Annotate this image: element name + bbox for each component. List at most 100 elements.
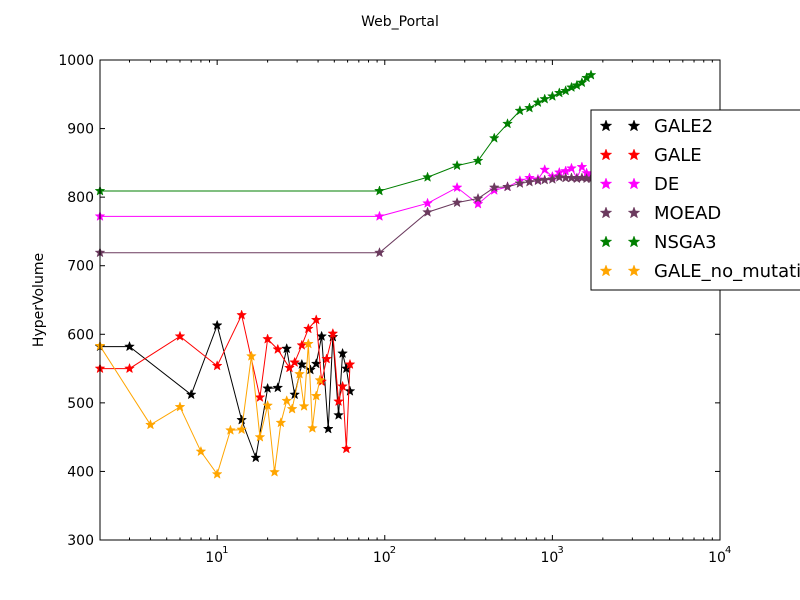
data-point — [374, 246, 385, 258]
data-point — [174, 330, 186, 341]
data-point — [553, 171, 565, 182]
data-point — [488, 181, 500, 193]
data-point — [585, 69, 597, 80]
data-point — [374, 185, 385, 196]
data-point — [310, 390, 322, 401]
data-point — [289, 356, 301, 368]
data-point — [451, 159, 463, 171]
legend-label: DE — [654, 174, 679, 195]
data-point — [546, 90, 558, 101]
data-point — [422, 206, 433, 217]
y-axis-label: HyperVolume — [31, 253, 47, 347]
legend-marker — [599, 264, 613, 277]
y-tick-label: 500 — [67, 396, 94, 412]
legend-marker — [627, 148, 641, 161]
y-tick-label: 800 — [67, 190, 94, 206]
legend-marker — [627, 206, 641, 219]
data-point — [262, 333, 274, 344]
data-point — [514, 177, 526, 189]
x-tick-exponent: 3 — [557, 545, 563, 556]
data-point — [514, 105, 526, 116]
data-point — [340, 443, 352, 454]
data-point — [281, 395, 293, 406]
data-point — [284, 362, 295, 373]
x-tick-label: 10 — [205, 550, 223, 566]
plot-frame — [99, 59, 721, 541]
legend-marker — [627, 177, 641, 190]
legend-marker — [627, 119, 641, 132]
data-point — [236, 414, 248, 425]
data-point — [174, 401, 186, 412]
series-4 — [94, 69, 597, 196]
x-tick-label: 10 — [708, 550, 726, 566]
series-5 — [94, 338, 326, 479]
y-tick-label: 600 — [67, 327, 94, 343]
data-point — [344, 358, 356, 370]
data-point — [566, 162, 577, 173]
data-point — [211, 319, 223, 330]
data-point — [236, 309, 248, 320]
data-point — [211, 468, 223, 479]
data-point — [566, 172, 577, 183]
data-point — [539, 163, 551, 175]
y-tick-label: 300 — [67, 533, 94, 549]
data-point — [298, 400, 310, 411]
data-point — [546, 173, 558, 184]
data-point — [333, 409, 344, 420]
data-point — [322, 423, 334, 434]
data-point — [314, 374, 326, 385]
data-point — [451, 181, 463, 193]
data-point — [576, 76, 588, 88]
data-point — [576, 161, 588, 172]
data-point — [195, 445, 207, 457]
data-point — [145, 419, 156, 430]
series-line — [100, 313, 351, 449]
x-tick-exponent: 2 — [390, 545, 396, 556]
legend-marker — [599, 177, 613, 190]
legend-marker — [599, 235, 613, 248]
chart-title: Web_Portal — [361, 14, 439, 30]
data-point — [124, 362, 135, 374]
legend-marker — [627, 235, 641, 248]
legend: GALE2 GALE DE MOEAD NSGA3 GALE_no_mutation — [590, 109, 800, 291]
y-tick-label: 400 — [67, 464, 94, 480]
data-point — [524, 176, 535, 187]
data-point — [254, 391, 266, 402]
legend-box — [590, 109, 800, 291]
data-point — [211, 360, 223, 371]
data-point — [337, 380, 348, 392]
x-tick-label: 10 — [373, 550, 391, 566]
legend-marker — [599, 148, 613, 161]
y-tick-label: 900 — [67, 122, 94, 138]
data-point — [254, 431, 266, 442]
x-tick-exponent: 4 — [725, 545, 731, 556]
data-point — [316, 330, 328, 341]
data-point — [344, 385, 356, 396]
data-point — [306, 422, 318, 433]
data-point — [281, 342, 293, 354]
data-point — [451, 196, 463, 208]
data-point — [333, 395, 344, 407]
legend-marker — [627, 264, 641, 277]
data-point — [262, 382, 274, 394]
data-point — [472, 155, 484, 166]
data-point — [502, 118, 513, 129]
data-point — [327, 327, 339, 339]
data-point — [302, 338, 314, 349]
x-tick-exponent: 1 — [222, 545, 228, 556]
data-point — [302, 323, 314, 334]
legend-label: GALE2 — [654, 116, 713, 137]
legend-label: GALE_no_mutation — [654, 261, 800, 282]
data-point — [250, 451, 262, 463]
legend-marker — [599, 119, 613, 132]
legend-label: GALE — [654, 145, 702, 166]
data-point — [524, 102, 535, 113]
data-point — [337, 347, 349, 359]
data-point — [124, 340, 135, 352]
data-point — [262, 399, 274, 411]
data-point — [502, 181, 513, 192]
series-layer — [94, 69, 597, 479]
data-point — [296, 358, 308, 370]
